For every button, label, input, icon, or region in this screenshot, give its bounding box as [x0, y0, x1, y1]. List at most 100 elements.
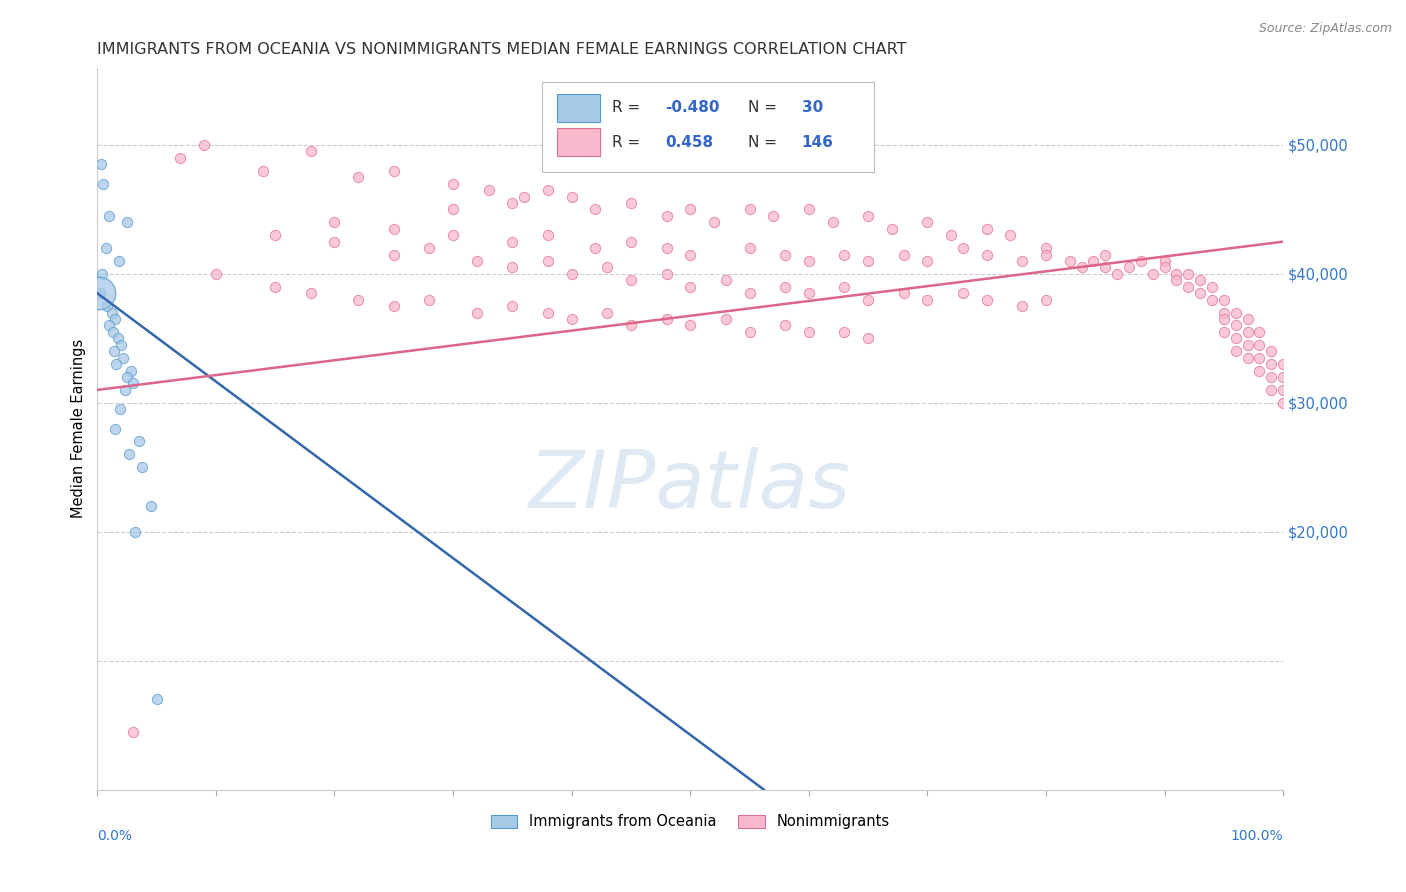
- Point: [91, 267, 114, 281]
- Point: [91, 177, 114, 191]
- Point: [893, 247, 915, 261]
- Point: [561, 267, 583, 281]
- Y-axis label: Median Female Earnings: Median Female Earnings: [72, 339, 86, 518]
- Point: [537, 183, 560, 197]
- Point: [1212, 305, 1234, 319]
- Point: [679, 318, 702, 333]
- Point: [1249, 363, 1271, 377]
- Point: [1129, 254, 1152, 268]
- Point: [1153, 260, 1175, 275]
- Text: 100.0%: 100.0%: [1230, 830, 1284, 843]
- Point: [169, 151, 191, 165]
- Point: [513, 189, 536, 203]
- Point: [128, 434, 150, 449]
- Point: [1260, 344, 1282, 359]
- Point: [1177, 280, 1199, 294]
- Point: [104, 312, 127, 326]
- Text: 146: 146: [801, 135, 834, 150]
- Point: [441, 177, 464, 191]
- Point: [1260, 383, 1282, 397]
- Point: [418, 241, 440, 255]
- Point: [714, 312, 737, 326]
- Point: [478, 183, 501, 197]
- Point: [1070, 260, 1092, 275]
- Point: [893, 286, 915, 301]
- Point: [1142, 267, 1164, 281]
- Point: [1107, 267, 1129, 281]
- Point: [1189, 273, 1212, 287]
- Point: [1249, 351, 1271, 365]
- Point: [620, 273, 643, 287]
- Point: [382, 299, 405, 313]
- Point: [122, 724, 145, 739]
- Point: [856, 293, 879, 307]
- Point: [1118, 260, 1140, 275]
- Point: [679, 202, 702, 217]
- Point: [738, 325, 761, 339]
- FancyBboxPatch shape: [541, 82, 875, 172]
- Point: [620, 318, 643, 333]
- Point: [537, 228, 560, 243]
- Point: [264, 228, 287, 243]
- Point: [1236, 338, 1258, 352]
- Point: [104, 421, 127, 435]
- Point: [98, 209, 121, 223]
- Point: [797, 325, 820, 339]
- Text: 0.0%: 0.0%: [97, 830, 132, 843]
- Point: [797, 202, 820, 217]
- Point: [465, 305, 488, 319]
- Point: [1011, 299, 1033, 313]
- Point: [501, 260, 523, 275]
- Point: [103, 344, 125, 359]
- Point: [583, 202, 606, 217]
- Point: [96, 299, 118, 313]
- Point: [501, 235, 523, 249]
- Point: [193, 138, 215, 153]
- Text: ZIPatlas: ZIPatlas: [529, 448, 851, 525]
- Text: IMMIGRANTS FROM OCEANIA VS NONIMMIGRANTS MEDIAN FEMALE EARNINGS CORRELATION CHAR: IMMIGRANTS FROM OCEANIA VS NONIMMIGRANTS…: [97, 42, 907, 57]
- Point: [347, 293, 370, 307]
- Point: [1059, 254, 1081, 268]
- Point: [347, 170, 370, 185]
- Point: [596, 305, 619, 319]
- Point: [655, 267, 678, 281]
- Point: [441, 202, 464, 217]
- Point: [107, 254, 129, 268]
- Point: [561, 189, 583, 203]
- Point: [120, 363, 142, 377]
- Point: [583, 241, 606, 255]
- Point: [1177, 267, 1199, 281]
- Point: [441, 228, 464, 243]
- Text: -0.480: -0.480: [665, 100, 720, 115]
- Point: [714, 273, 737, 287]
- Point: [1166, 267, 1188, 281]
- Point: [465, 254, 488, 268]
- Point: [299, 145, 322, 159]
- Point: [620, 235, 643, 249]
- Point: [620, 196, 643, 211]
- Point: [917, 215, 939, 229]
- Point: [1225, 305, 1247, 319]
- Point: [382, 221, 405, 235]
- Point: [1225, 318, 1247, 333]
- Text: N =: N =: [748, 135, 782, 150]
- Point: [939, 228, 962, 243]
- Point: [834, 325, 856, 339]
- Point: [561, 312, 583, 326]
- Point: [108, 402, 131, 417]
- Point: [1272, 370, 1295, 384]
- Point: [1236, 325, 1258, 339]
- Point: [98, 318, 121, 333]
- Point: [112, 351, 135, 365]
- Point: [382, 163, 405, 178]
- FancyBboxPatch shape: [557, 94, 600, 122]
- Text: R =: R =: [612, 135, 645, 150]
- Point: [834, 280, 856, 294]
- Point: [1094, 247, 1116, 261]
- Point: [1225, 331, 1247, 345]
- Point: [655, 209, 678, 223]
- Point: [100, 305, 122, 319]
- Point: [976, 221, 998, 235]
- Point: [703, 215, 725, 229]
- Point: [1225, 344, 1247, 359]
